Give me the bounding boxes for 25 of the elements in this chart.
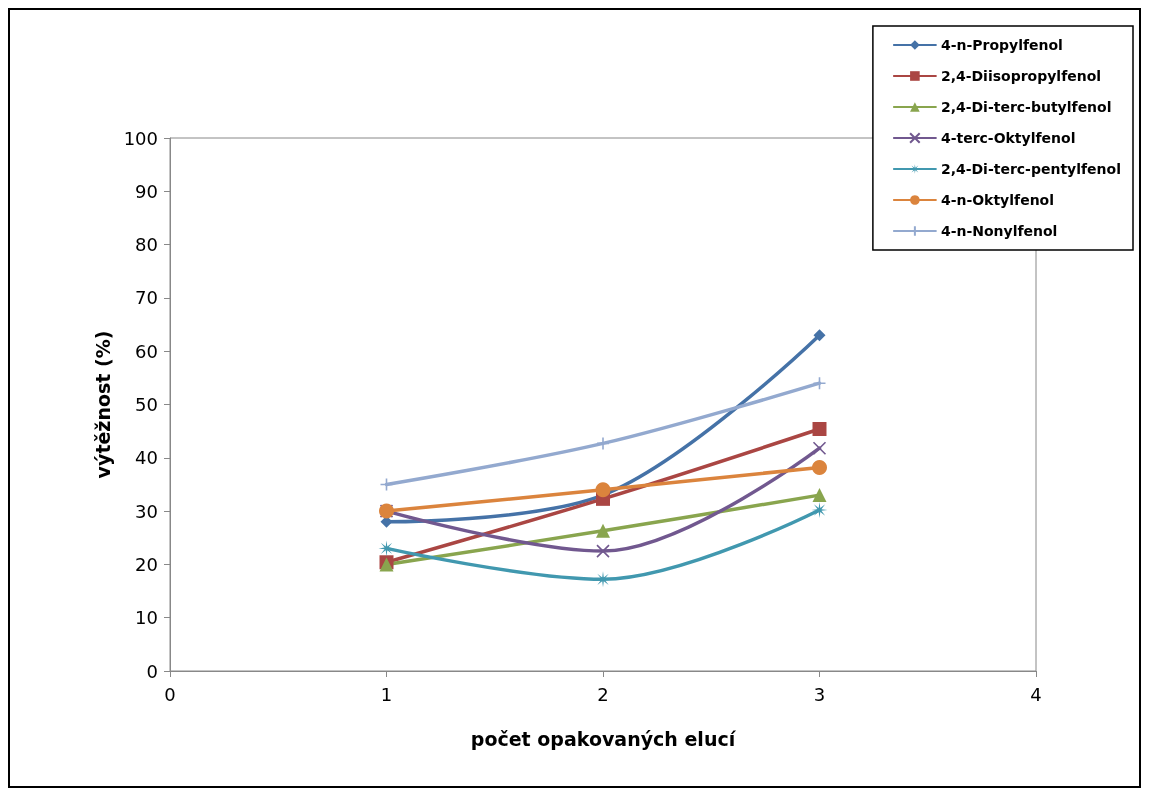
- y-tick-label: 10: [135, 607, 158, 629]
- legend-label: 2,4-Diisopropylfenol: [940, 68, 1102, 84]
- x-tick-label: 0: [164, 683, 176, 705]
- y-tick-label: 50: [135, 394, 158, 415]
- legend-label: 2,4-Di-terc-butylfenol: [940, 99, 1112, 115]
- x-tick-label: 3: [813, 683, 826, 705]
- legend-label: 2,4-Di-terc-pentylfenol: [940, 161, 1122, 177]
- y-tick-label: 90: [135, 180, 158, 202]
- y-axis-title: výtěžnost (%): [91, 330, 114, 479]
- y-tick-label: 70: [135, 287, 158, 309]
- x-tick-label: 1: [380, 683, 393, 705]
- y-tick-label: 0: [146, 660, 158, 682]
- x-tick-label: 2: [597, 683, 609, 705]
- y-tick-label: 100: [123, 127, 158, 149]
- legend-label: 4-n-Nonylfenol: [940, 223, 1058, 239]
- x-tick-label: 4: [1030, 683, 1042, 705]
- y-tick-label: 40: [135, 447, 158, 469]
- x-axis-title: počet opakovaných elucí: [470, 727, 737, 750]
- legend-label: 4-n-Propylfenol: [940, 37, 1063, 53]
- legend-label: 4-terc-Oktylfenol: [940, 130, 1076, 146]
- y-tick-label: 60: [135, 340, 158, 362]
- y-tick-label: 80: [135, 234, 158, 256]
- y-tick-label: 20: [135, 553, 158, 575]
- y-tick-label: 30: [135, 500, 158, 522]
- legend-label: 4-n-Oktylfenol: [940, 192, 1055, 208]
